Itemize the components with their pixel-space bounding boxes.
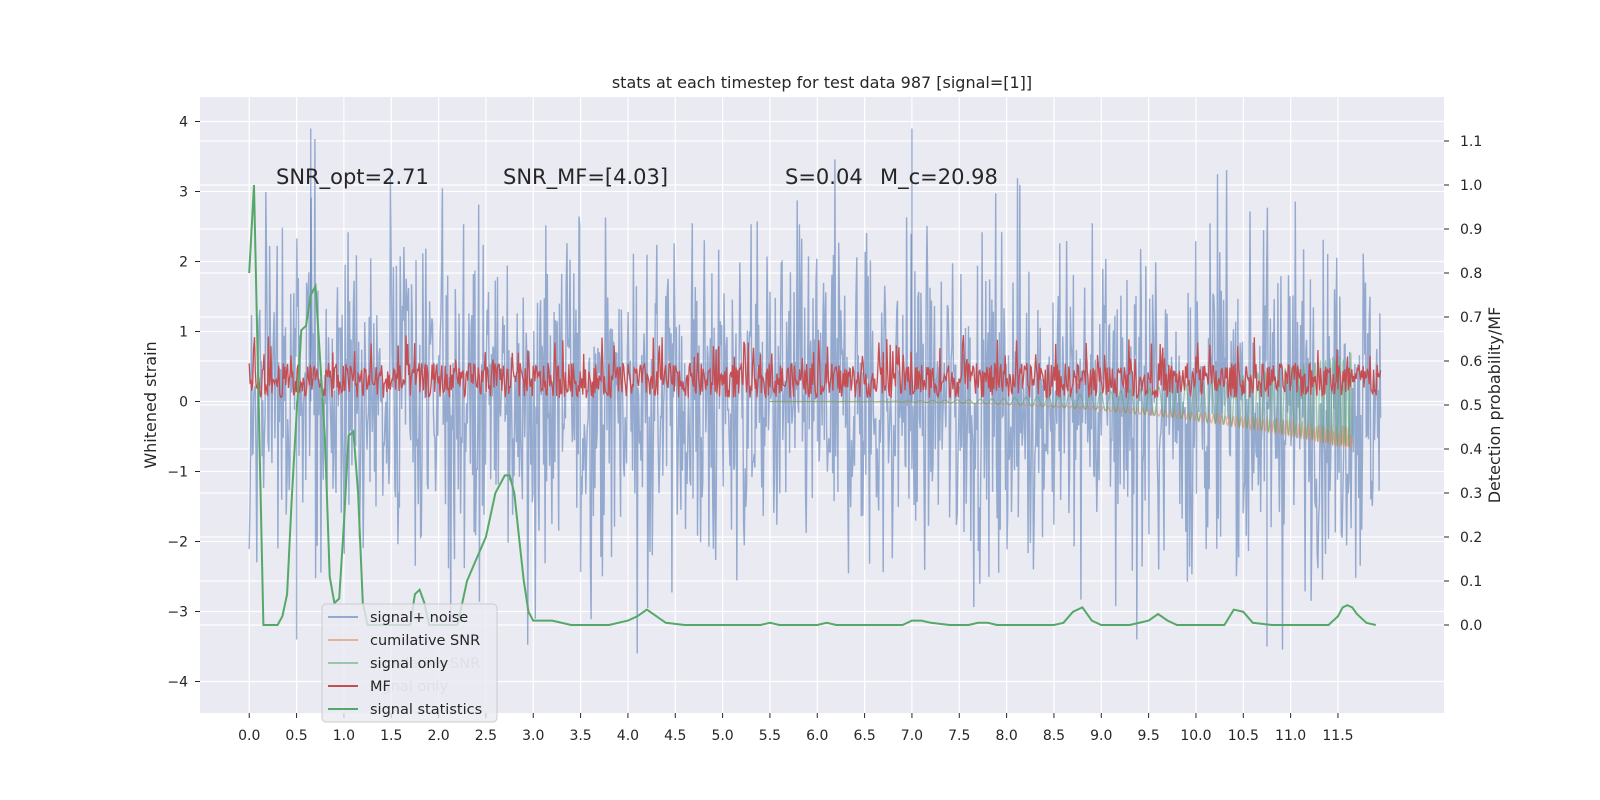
legend-entry-signal-noise: signal+ noise — [328, 610, 468, 626]
legend-entry-mf: MF — [328, 679, 391, 695]
y2-tick-label: 0.6 — [1460, 354, 1482, 370]
legend-label-mf: MF — [370, 679, 391, 695]
x-tick-label: 10.0 — [1180, 728, 1211, 744]
x-tick-label: 0.5 — [285, 728, 307, 744]
legend: signal+ noise cumilative SNR signal only… — [321, 603, 498, 723]
x-tick-label: 8.5 — [1043, 728, 1065, 744]
x-tick-label: 3.5 — [569, 728, 591, 744]
x-tick-label: 3.0 — [522, 728, 544, 744]
annotation-snr-mf: SNR_MF=[4.03] — [503, 165, 668, 190]
x-tick-label: 4.0 — [617, 728, 639, 744]
x-tick-label: 5.5 — [759, 728, 781, 744]
legend-label-cumulative-snr: cumilative SNR — [370, 633, 480, 649]
y-tick-label: −4 — [167, 675, 188, 691]
y-axis-title: Whitened strain — [141, 341, 160, 468]
y-tick-label: 0 — [179, 395, 188, 411]
x-tick-label: 7.0 — [901, 728, 923, 744]
legend-entry-signal-statistics: signal statistics — [328, 702, 482, 718]
x-tick-label: 11.0 — [1275, 728, 1306, 744]
x-tick-label: 11.5 — [1322, 728, 1353, 744]
x-tick-label: 2.0 — [427, 728, 449, 744]
x-tick-label: 8.0 — [995, 728, 1017, 744]
series-signal-noise — [248, 138, 1382, 654]
y2-tick-label: 0.3 — [1460, 486, 1482, 502]
x-tick-label: 1.5 — [380, 728, 402, 744]
y-tick-label: 4 — [179, 115, 188, 131]
y2-tick-label: 0.5 — [1460, 398, 1482, 414]
annotation-snr-opt: SNR_opt=2.71 — [276, 165, 429, 190]
legend-label-signal-only: signal only — [370, 656, 449, 672]
x-tick-label: 5.0 — [711, 728, 733, 744]
legend-label-signal-statistics: signal statistics — [370, 702, 482, 718]
series-layer — [248, 128, 1382, 654]
y2-tick-label: 0.2 — [1460, 530, 1482, 546]
y-tick-label: 2 — [179, 255, 188, 271]
series-signal-only — [769, 352, 1353, 447]
y-tick-label: 1 — [179, 325, 188, 341]
x-tick-label: 0.0 — [238, 728, 260, 744]
annotation-s: S=0.04 — [785, 165, 863, 189]
axis-ticks: 0.0 0.5 1.0 1.5 2.0 2.5 3.0 3.5 4.0 4.5 5.0 5.5 6.0 6… — [167, 115, 1482, 745]
y2-tick-label: 0.0 — [1460, 618, 1482, 634]
x-tick-label: 9.5 — [1137, 728, 1159, 744]
x-tick-label: 9.0 — [1090, 728, 1112, 744]
series-mf — [248, 335, 1382, 399]
chart-title: stats at each timestep for test data 987… — [612, 73, 1032, 92]
y2-tick-label: 1.0 — [1460, 178, 1482, 194]
legend-frame — [321, 603, 498, 723]
y2-tick-label: 0.4 — [1460, 442, 1482, 458]
series-signal-statistics — [248, 184, 1377, 626]
y-tick-label: −2 — [167, 535, 188, 551]
x-tick-label: 6.0 — [806, 728, 828, 744]
y-tick-label: 3 — [179, 185, 188, 201]
legend-label-signal-noise: signal+ noise — [370, 610, 468, 626]
x-tick-label: 6.5 — [853, 728, 875, 744]
y2-axis-title: Detection probability/MF — [1485, 307, 1504, 504]
y2-tick-label: 1.1 — [1460, 134, 1482, 150]
x-tick-label: 1.0 — [333, 728, 355, 744]
x-tick-label: 4.5 — [664, 728, 686, 744]
x-tick-label: 2.5 — [475, 728, 497, 744]
y2-tick-label: 0.7 — [1460, 310, 1482, 326]
y2-tick-label: 0.8 — [1460, 266, 1482, 282]
y-tick-label: −3 — [167, 605, 188, 621]
annotation-mc: M_c=20.98 — [880, 165, 998, 190]
legend-entry-cumulative-snr: cumilative SNR — [328, 633, 480, 649]
y2-tick-label: 0.9 — [1460, 222, 1482, 238]
y2-tick-label: 0.1 — [1460, 574, 1482, 590]
legend-entry-signal-only: signal only — [328, 656, 449, 672]
y-tick-label: −1 — [167, 465, 188, 481]
x-tick-label: 7.5 — [948, 728, 970, 744]
x-tick-label: 10.5 — [1228, 728, 1259, 744]
